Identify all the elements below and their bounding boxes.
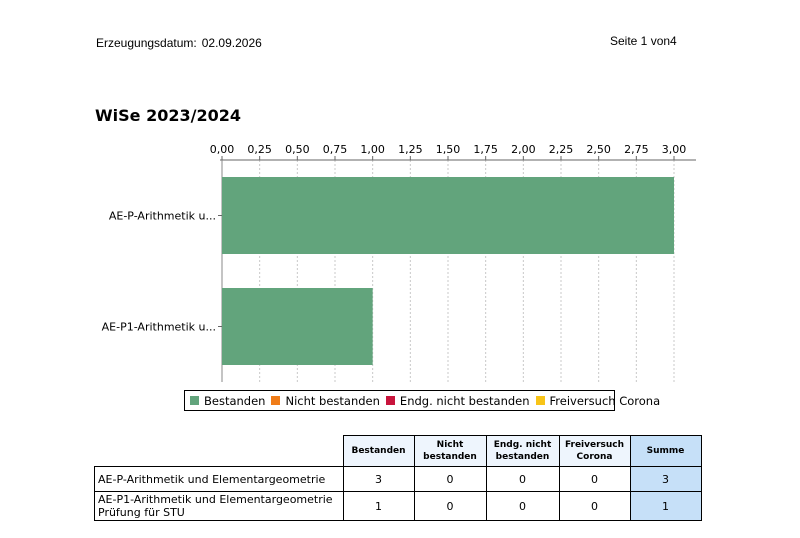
page-indicator: Seite 1 von4 [610, 34, 677, 48]
legend-swatch [190, 396, 199, 405]
legend-item: Nicht bestanden [271, 393, 380, 408]
cell-summe: 3 [629, 466, 702, 492]
row-name: AE-P-Arithmetik und Elementargeometrie [94, 466, 344, 492]
table-row: AE-P-Arithmetik und Elementargeometrie 3… [94, 466, 702, 492]
results-table: Bestanden Nicht bestanden Endg. nicht be… [94, 435, 702, 521]
legend-item: Bestanden [190, 394, 265, 408]
header-summe: Summe [629, 435, 702, 467]
legend-label: Bestanden [204, 393, 266, 408]
legend-swatch [535, 396, 545, 405]
row-name: AE-P1-Arithmetik und Elementargeometrie … [94, 491, 344, 521]
legend-item: Freiversuch Corona [535, 393, 661, 408]
chart-title: WiSe 2023/2024 [95, 106, 241, 125]
legend-swatch [385, 396, 395, 405]
cell-nicht-bestanden: 0 [413, 466, 487, 492]
x-tick-label: 2,00 [511, 143, 536, 156]
x-tick-label: 1,00 [360, 143, 385, 156]
legend-label: Endg. nicht bestanden [399, 393, 530, 408]
legend-label: Nicht bestanden [285, 393, 380, 408]
bar [222, 177, 674, 254]
y-tick-label: AE-P1-Arithmetik u... [102, 321, 216, 334]
cell-freiversuch-corona: 0 [558, 491, 631, 521]
header-freiversuch-corona: Freiversuch Corona [558, 435, 631, 467]
cell-endg-nicht-bestanden: 0 [485, 466, 560, 492]
creation-date: Erzeugungsdatum: 02.09.2026 [96, 36, 262, 50]
x-tick-label: 1,75 [473, 143, 498, 156]
x-tick-label: 0,25 [247, 143, 272, 156]
cell-endg-nicht-bestanden: 0 [485, 491, 560, 521]
x-tick-label: 0,00 [210, 143, 235, 156]
legend-item: Endg. nicht bestanden [385, 393, 530, 408]
header-bestanden: Bestanden [342, 435, 415, 467]
creation-date-value: 02.09.2026 [201, 36, 262, 50]
header-nicht-bestanden: Nicht bestanden [413, 435, 487, 467]
legend-swatch [271, 396, 281, 405]
x-tick-label: 0,50 [285, 143, 310, 156]
x-tick-label: 2,75 [624, 143, 649, 156]
cell-bestanden: 1 [342, 491, 415, 521]
cell-bestanden: 3 [342, 466, 415, 492]
x-tick-label: 1,50 [436, 143, 461, 156]
table-row: AE-P1-Arithmetik und Elementargeometrie … [94, 491, 702, 521]
legend-label: Freiversuch Corona [549, 393, 661, 408]
bar-chart: 0,00 0,25 0,50 0,75 1,00 1,25 1,50 1,75 2,00 2,25… [102, 143, 696, 382]
table-header-row: Bestanden Nicht bestanden Endg. nicht be… [95, 435, 702, 467]
cell-summe: 1 [629, 491, 702, 521]
creation-date-label: Erzeugungsdatum: [96, 36, 197, 50]
chart-legend: Bestanden Nicht bestanden Endg. nicht best… [184, 390, 660, 411]
x-tick-label: 2,25 [549, 143, 574, 156]
table-corner [95, 436, 344, 467]
x-tick-label: 2,50 [586, 143, 611, 156]
bar [222, 288, 373, 365]
header-endg-nicht-bestanden: Endg. nicht bestanden [485, 435, 560, 467]
x-tick-label: 0,75 [323, 143, 348, 156]
cell-nicht-bestanden: 0 [413, 491, 487, 521]
x-tick-label: 1,25 [398, 143, 423, 156]
x-tick-label: 3,00 [662, 143, 687, 156]
cell-freiversuch-corona: 0 [558, 466, 631, 492]
y-tick-label: AE-P-Arithmetik u... [109, 210, 216, 223]
